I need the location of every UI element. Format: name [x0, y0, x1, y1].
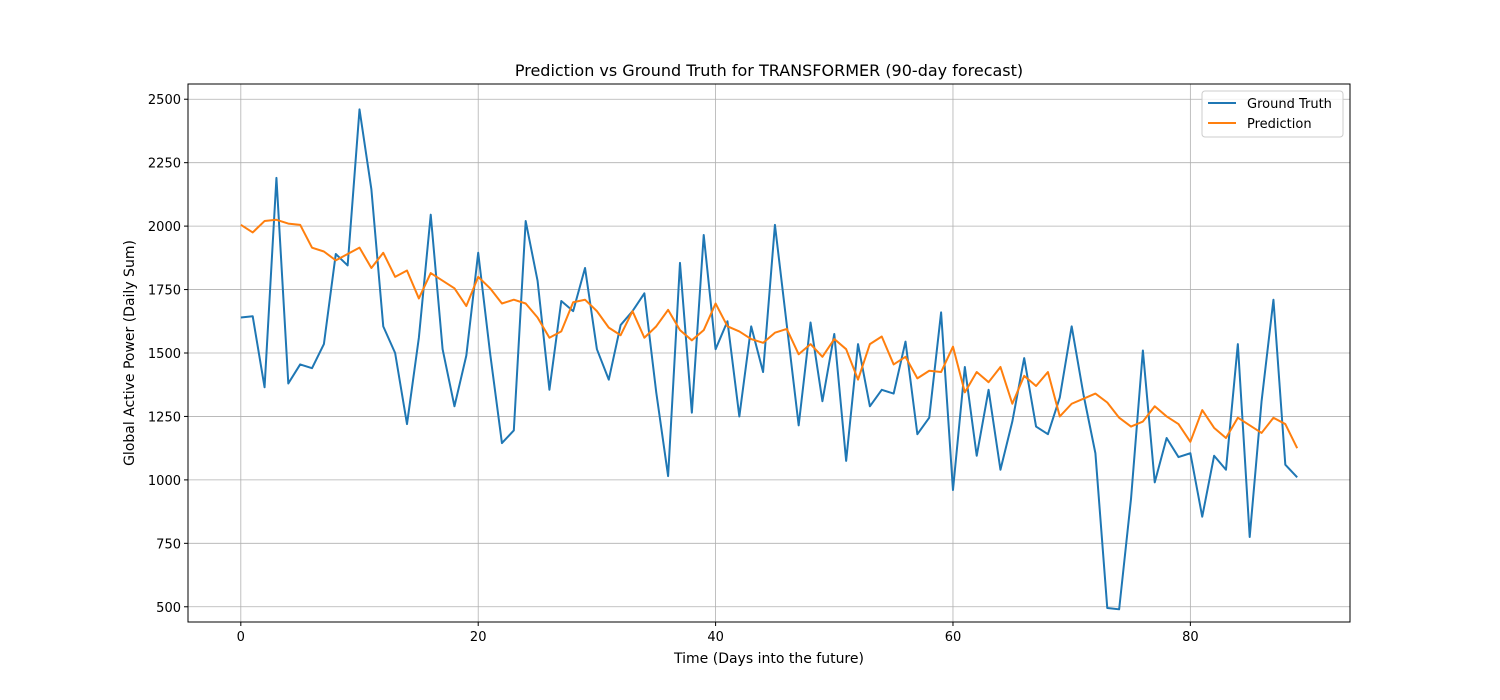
series-layer	[240, 108, 1299, 611]
series-line-ground-truth	[240, 108, 1298, 611]
legend-label-ground-truth: Ground Truth	[1247, 97, 1332, 112]
y-tick-label-1: 750	[156, 537, 181, 552]
series-line-prediction	[240, 218, 1299, 449]
y-tick-label-3: 1250	[148, 410, 181, 425]
y-tick-label-2: 1000	[148, 474, 181, 489]
y-tick-label-8: 2500	[148, 93, 181, 108]
x-axis: 0 20 40 60 80	[237, 622, 1199, 645]
y-tick-label-7: 2250	[148, 157, 181, 172]
y-tick-label-0: 500	[156, 601, 181, 616]
x-tick-label-1: 20	[470, 630, 487, 645]
y-tick-label-4: 1500	[148, 347, 181, 362]
x-tick-label-0: 0	[237, 630, 245, 645]
x-tick-label-4: 80	[1182, 630, 1199, 645]
y-tick-label-6: 2000	[148, 220, 181, 235]
legend-label-prediction: Prediction	[1247, 117, 1312, 132]
x-tick-label-3: 60	[945, 630, 962, 645]
legend: Ground Truth Prediction	[1201, 90, 1344, 138]
y-tick-label-5: 1750	[148, 284, 181, 299]
y-axis-label: Global Active Power (Daily Sum)	[122, 240, 138, 466]
x-axis-label: Time (Days into the future)	[673, 651, 864, 667]
chart-title: Prediction vs Ground Truth for TRANSFORM…	[515, 61, 1023, 80]
legend-box	[1201, 90, 1344, 138]
y-axis: 500 750 1000 1250 1500 1750 2000 2250 2500	[148, 93, 188, 616]
x-tick-label-2: 40	[707, 630, 724, 645]
